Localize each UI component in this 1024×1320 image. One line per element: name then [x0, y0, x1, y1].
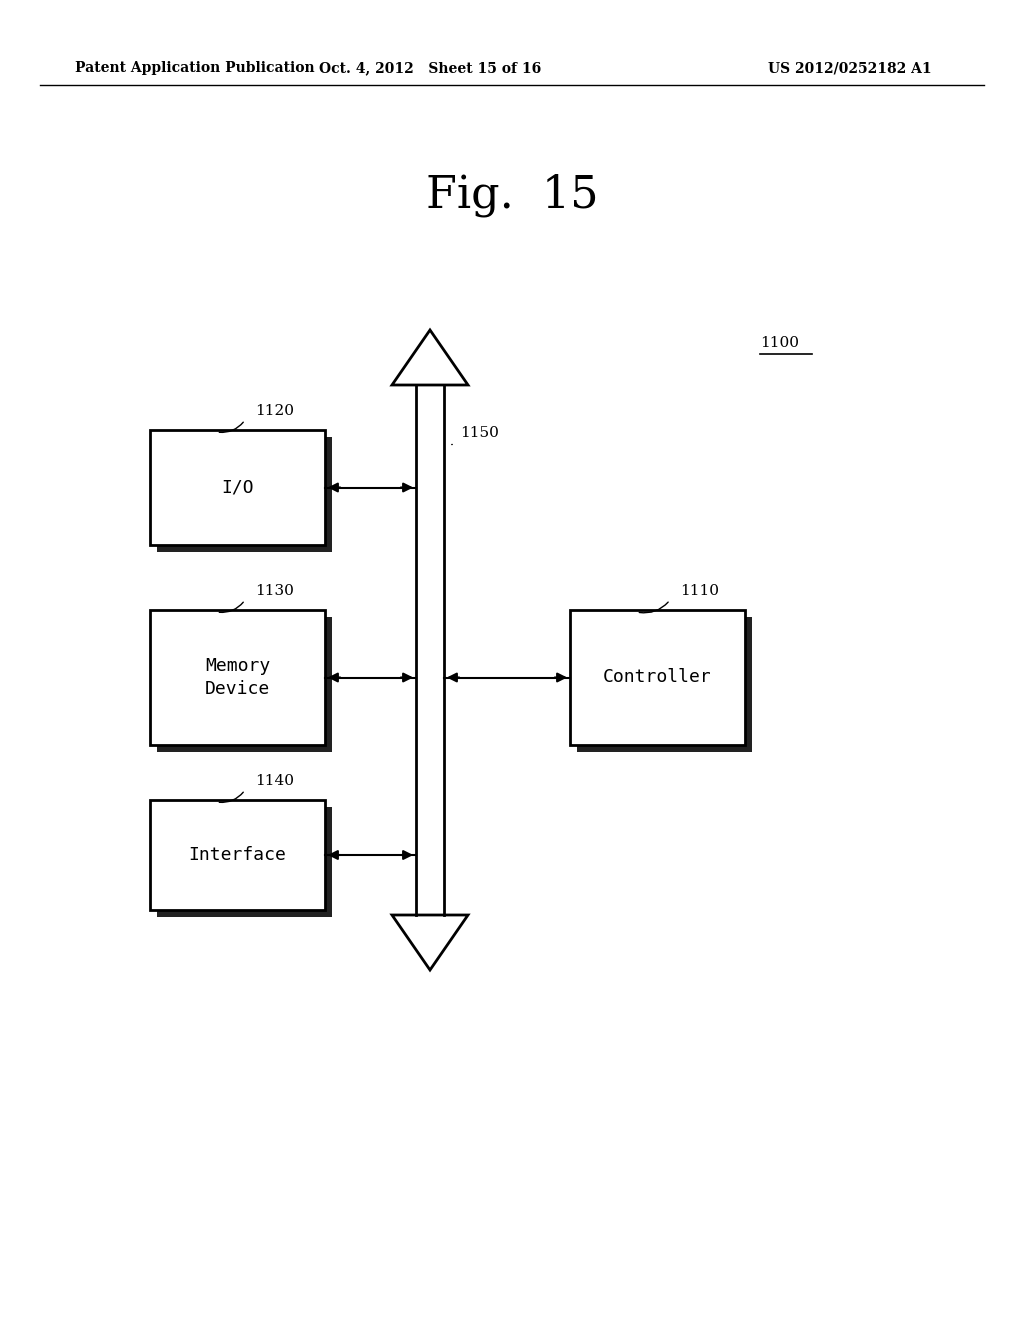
- Bar: [157, 807, 332, 917]
- Text: 1120: 1120: [255, 404, 294, 418]
- Polygon shape: [392, 330, 468, 385]
- Bar: [150, 800, 325, 909]
- Text: Interface: Interface: [188, 846, 287, 865]
- Text: Controller: Controller: [603, 668, 712, 686]
- Bar: [157, 437, 332, 552]
- Text: Memory
Device: Memory Device: [205, 657, 270, 698]
- Text: Fig.  15: Fig. 15: [426, 173, 598, 216]
- Bar: [150, 610, 325, 744]
- Text: 1110: 1110: [680, 583, 719, 598]
- Text: US 2012/0252182 A1: US 2012/0252182 A1: [768, 61, 932, 75]
- Text: 1150: 1150: [460, 426, 499, 440]
- Text: 1100: 1100: [760, 337, 799, 350]
- Bar: [416, 385, 444, 915]
- Bar: [570, 610, 745, 744]
- Text: Oct. 4, 2012   Sheet 15 of 16: Oct. 4, 2012 Sheet 15 of 16: [318, 61, 541, 75]
- Bar: [157, 616, 332, 752]
- Text: I/O: I/O: [221, 479, 254, 496]
- Text: 1130: 1130: [255, 583, 294, 598]
- Text: Patent Application Publication: Patent Application Publication: [75, 61, 314, 75]
- Bar: [150, 430, 325, 545]
- Polygon shape: [392, 915, 468, 970]
- Bar: [577, 616, 752, 752]
- Text: 1140: 1140: [255, 774, 294, 788]
